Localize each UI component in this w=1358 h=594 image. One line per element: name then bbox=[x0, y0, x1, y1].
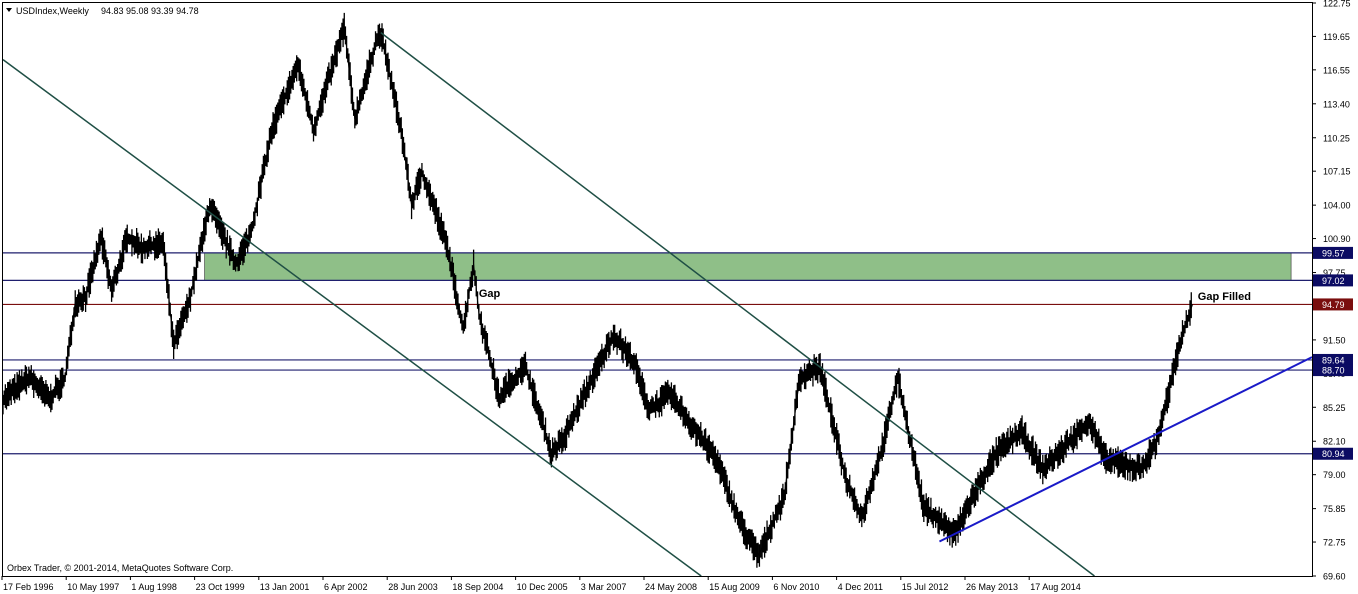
chart-annotation: Gap bbox=[479, 288, 501, 300]
x-tick-label: 17 Aug 2014 bbox=[1030, 582, 1081, 592]
x-tick-label: 13 Jan 2001 bbox=[260, 582, 310, 592]
x-tick-label: 23 Oct 1999 bbox=[196, 582, 245, 592]
y-tick-label: 116.55 bbox=[1323, 65, 1350, 75]
level-price-tag bbox=[1313, 246, 1353, 259]
level-price-tag bbox=[1313, 364, 1353, 377]
ohlc-caption: 94.83 95.08 93.39 94.78 bbox=[101, 6, 199, 16]
x-tick-label: 6 Nov 2010 bbox=[773, 582, 819, 592]
level-price-tag-label: 94.79 bbox=[1322, 300, 1345, 310]
level-price-tag-label: 80.94 bbox=[1322, 449, 1345, 459]
x-tick-label: 4 Dec 2011 bbox=[838, 582, 883, 592]
x-tick-label: 15 Aug 2009 bbox=[709, 582, 760, 592]
y-tick-label: 91.50 bbox=[1323, 335, 1346, 345]
level-price-tag bbox=[1313, 274, 1353, 287]
x-tick-label: 28 Jun 2003 bbox=[388, 582, 438, 592]
level-price-tag bbox=[1313, 353, 1353, 366]
level-price-tag bbox=[1313, 298, 1353, 311]
y-tick-label: 79.00 bbox=[1323, 470, 1346, 480]
y-tick-label: 119.65 bbox=[1323, 32, 1350, 42]
level-price-tag-label: 89.64 bbox=[1322, 355, 1345, 365]
level-price-tag-label: 99.57 bbox=[1322, 248, 1345, 258]
y-tick-label: 104.00 bbox=[1323, 201, 1351, 211]
trend-line[interactable] bbox=[380, 32, 1095, 577]
chart-annotation: Gap Filled bbox=[1198, 291, 1251, 303]
y-tick-label: 72.75 bbox=[1323, 538, 1346, 548]
x-tick-label: 10 Dec 2005 bbox=[517, 582, 568, 592]
x-tick-label: 3 Mar 2007 bbox=[581, 582, 627, 592]
x-tick-label: 6 Apr 2002 bbox=[324, 582, 368, 592]
y-tick-label: 100.90 bbox=[1323, 234, 1351, 244]
symbol-caption: USDIndex,Weekly bbox=[16, 6, 89, 16]
price-line bbox=[2, 27, 1193, 557]
x-tick-label: 1 Aug 1998 bbox=[131, 582, 177, 592]
trend-line[interactable] bbox=[939, 356, 1313, 543]
trend-line[interactable] bbox=[2, 58, 702, 577]
resistance-zone[interactable] bbox=[204, 252, 1292, 281]
x-tick-label: 24 May 2008 bbox=[645, 582, 697, 592]
x-tick-label: 18 Sep 2004 bbox=[452, 582, 503, 592]
y-tick-label: 110.25 bbox=[1323, 133, 1350, 143]
y-tick-label: 82.10 bbox=[1323, 437, 1346, 447]
x-tick-label: 26 May 2013 bbox=[966, 582, 1018, 592]
y-tick-label: 97.75 bbox=[1323, 268, 1346, 278]
level-price-tag-label: 88.70 bbox=[1322, 366, 1345, 376]
y-tick-label: 107.15 bbox=[1323, 167, 1351, 177]
plot-frame bbox=[2, 2, 1313, 577]
y-tick-label: 85.25 bbox=[1323, 403, 1346, 413]
y-tick-label: 75.85 bbox=[1323, 504, 1346, 514]
level-price-tag-label: 97.02 bbox=[1322, 276, 1345, 286]
x-tick-label: 10 May 1997 bbox=[67, 582, 119, 592]
x-tick-label: 15 Jul 2012 bbox=[902, 582, 949, 592]
copyright-text: Orbex Trader, © 2001-2014, MetaQuotes So… bbox=[7, 563, 233, 573]
level-price-tag bbox=[1313, 447, 1353, 460]
caption-triangle-icon[interactable] bbox=[6, 8, 12, 12]
y-tick-label: 122.75 bbox=[1323, 0, 1351, 9]
y-tick-label: 113.40 bbox=[1323, 99, 1350, 109]
y-tick-label: 69.60 bbox=[1323, 572, 1346, 582]
x-tick-label: 17 Feb 1996 bbox=[3, 582, 54, 592]
